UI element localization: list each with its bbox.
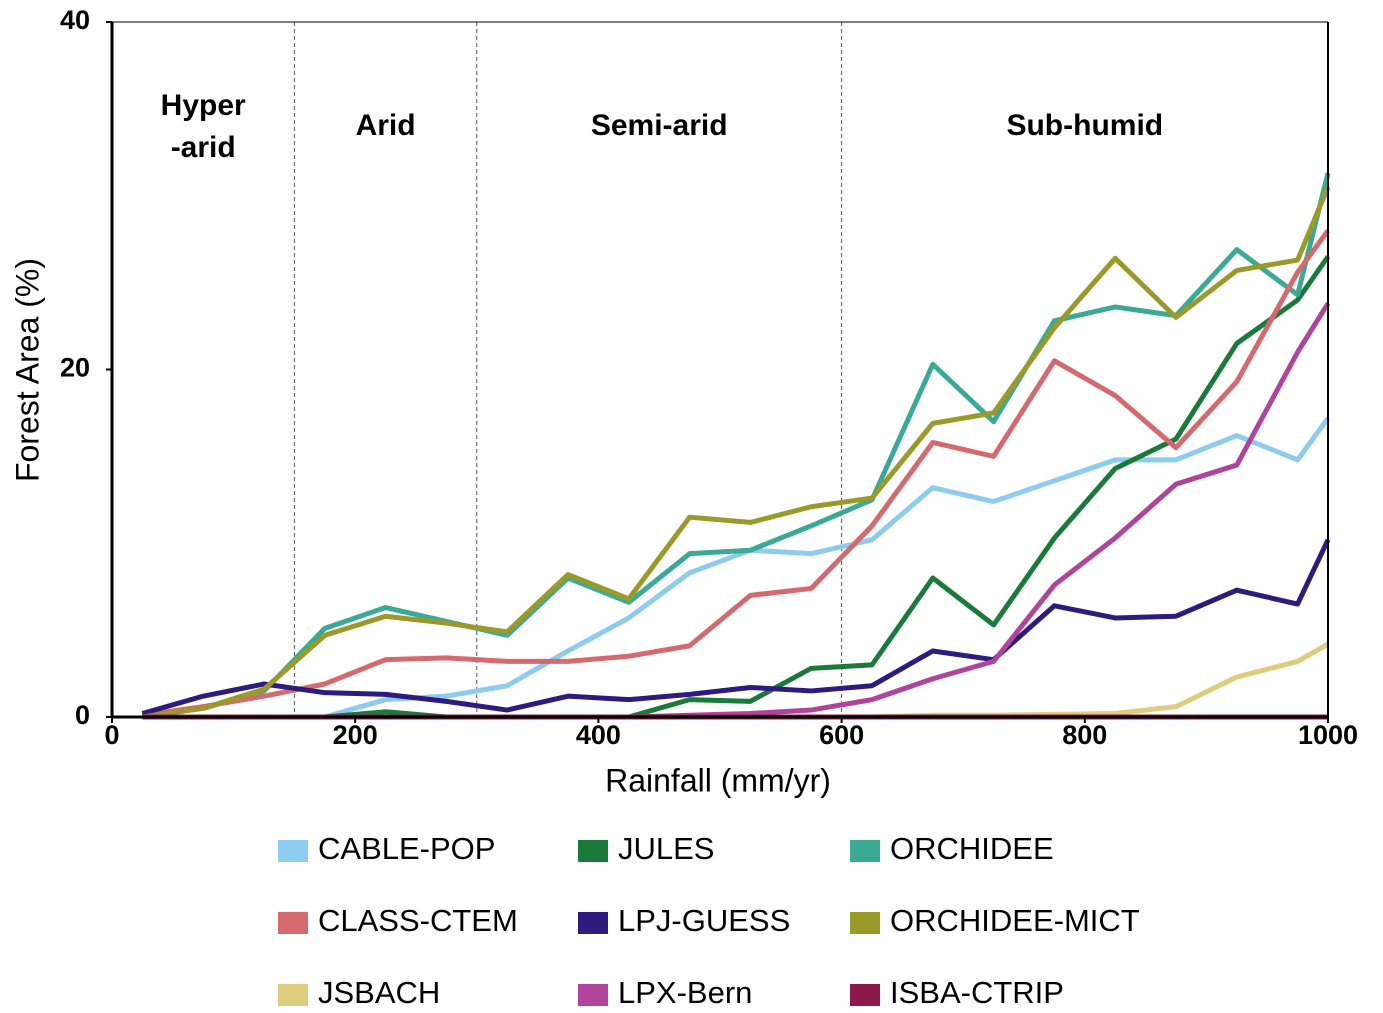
y-tick-label: 20	[60, 353, 90, 383]
legend-swatch	[850, 840, 880, 862]
series-line	[142, 186, 1331, 720]
legend-label: CLASS-CTEM	[318, 903, 518, 938]
legend-swatch	[578, 840, 608, 862]
series-line	[142, 416, 1331, 720]
zone-label: Sub-humid	[1006, 109, 1163, 142]
zone-label: Arid	[356, 109, 416, 142]
legend-swatch	[850, 912, 880, 934]
legend-swatch	[278, 912, 308, 934]
legend-swatch	[850, 984, 880, 1006]
legend-label: LPJ-GUESS	[618, 903, 790, 938]
series-line	[142, 302, 1331, 720]
x-tick-label: 1000	[1298, 720, 1358, 750]
x-tick-label: 800	[1062, 720, 1107, 750]
y-tick-label: 40	[60, 5, 90, 35]
zone-label: Hyper	[161, 89, 246, 122]
y-tick-label: 0	[75, 700, 90, 730]
x-tick-label: 0	[104, 720, 119, 750]
zone-label: Semi-arid	[591, 109, 728, 142]
legend-swatch	[578, 984, 608, 1006]
x-tick-label: 600	[819, 720, 864, 750]
legend-swatch	[278, 984, 308, 1006]
series-line	[142, 229, 1331, 718]
x-tick-label: 400	[576, 720, 621, 750]
zone-label: -arid	[171, 131, 236, 164]
legend-label: CABLE-POP	[318, 831, 495, 866]
legend-swatch	[578, 912, 608, 934]
x-tick-label: 200	[333, 720, 378, 750]
legend-label: ORCHIDEE	[890, 831, 1054, 866]
legend-label: ORCHIDEE-MICT	[890, 903, 1140, 938]
legend-swatch	[278, 840, 308, 862]
series-line	[141, 538, 1331, 716]
legend-label: JULES	[618, 831, 714, 866]
series-line	[142, 641, 1330, 720]
legend-label: JSBACH	[318, 975, 440, 1010]
series-line	[142, 172, 1331, 718]
x-axis-title: Rainfall (mm/yr)	[605, 762, 831, 798]
legend-label: ISBA-CTRIP	[890, 975, 1064, 1010]
y-axis-title: Forest Area (%)	[9, 258, 45, 482]
series-line	[142, 255, 1331, 720]
legend-label: LPX-Bern	[618, 975, 752, 1010]
